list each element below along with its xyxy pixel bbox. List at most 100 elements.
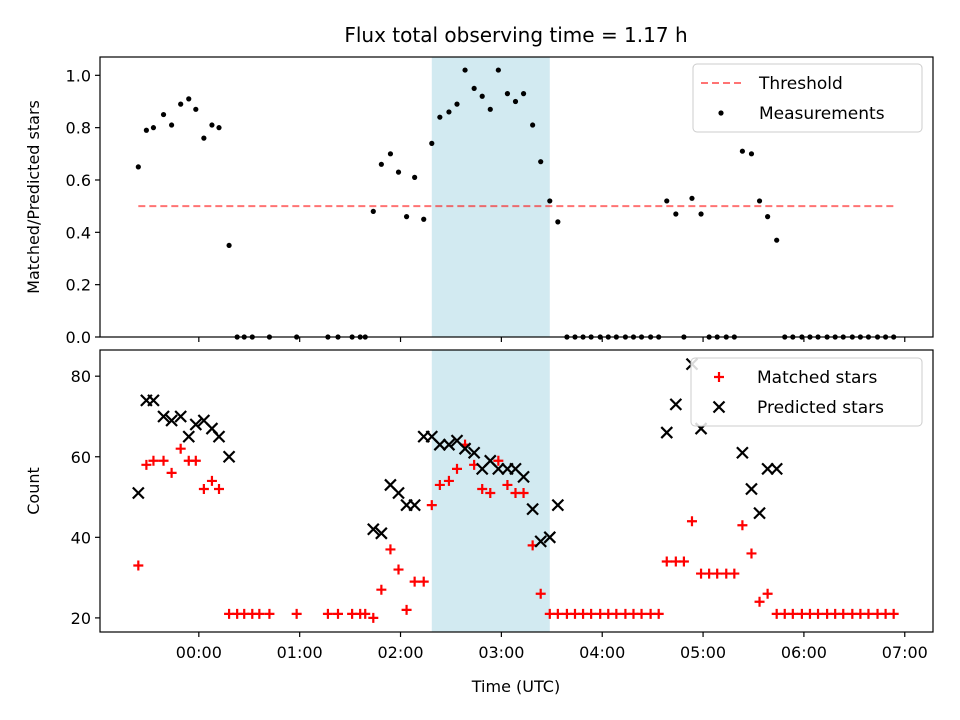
data-point — [712, 568, 723, 579]
data-point — [426, 500, 437, 511]
legend: Threshold Measurements — [692, 63, 923, 133]
data-point — [143, 127, 149, 133]
data-point — [753, 506, 766, 520]
data-point — [526, 502, 539, 516]
legend: Matched stars Predicted stars — [690, 357, 923, 427]
data-point — [664, 198, 670, 204]
data-point — [150, 125, 157, 131]
axes-frame — [99, 349, 934, 633]
data-point — [678, 556, 689, 567]
legend-box — [692, 63, 923, 133]
data-point — [193, 106, 199, 112]
legend-label: Predicted stars — [757, 398, 884, 418]
data-point — [535, 588, 546, 599]
data-point — [863, 608, 874, 619]
data-point — [133, 560, 144, 571]
data-point — [530, 122, 536, 128]
data-point — [748, 151, 755, 157]
data-point — [552, 608, 563, 619]
data-point — [653, 608, 664, 619]
data-point — [471, 85, 477, 92]
data-point — [375, 527, 388, 540]
legend-marker-icon — [718, 110, 724, 116]
data-point — [611, 608, 622, 619]
data-point — [770, 462, 783, 476]
data-point — [367, 522, 380, 536]
x-tick-label: 00:00 — [176, 643, 222, 662]
data-point — [534, 535, 547, 548]
y-tick-label: 0.4 — [66, 223, 91, 242]
chart-title: Flux total observing time = 1.17 h — [344, 23, 687, 47]
data-point — [409, 576, 420, 587]
data-point — [165, 414, 178, 427]
highlight-span — [431, 57, 550, 337]
data-point — [765, 214, 771, 220]
data-point — [392, 486, 405, 500]
data-point — [467, 446, 481, 460]
data-point — [493, 455, 504, 466]
data-point — [636, 608, 647, 619]
data-point — [686, 516, 697, 527]
data-point — [198, 483, 209, 494]
data-point — [454, 101, 460, 107]
data-point — [888, 608, 899, 619]
legend-label: Matched stars — [757, 368, 877, 388]
data-point — [412, 174, 418, 180]
data-point — [222, 450, 236, 464]
data-point — [178, 101, 184, 107]
data-point — [518, 488, 529, 499]
data-point — [264, 608, 275, 619]
data-point — [385, 544, 396, 555]
data-point — [673, 211, 679, 217]
data-point — [520, 91, 527, 97]
data-point — [360, 608, 371, 619]
data-point — [387, 151, 394, 157]
data-point — [669, 398, 683, 411]
data-point — [291, 608, 302, 619]
data-point — [774, 237, 780, 243]
data-point — [739, 148, 745, 154]
data-point — [395, 169, 402, 175]
y-tick-label: 40 — [71, 528, 91, 547]
data-point — [452, 463, 462, 474]
data-point — [190, 455, 201, 466]
legend-box — [690, 357, 923, 427]
data-point — [158, 455, 169, 466]
data-point — [586, 608, 597, 619]
data-point — [421, 216, 427, 222]
data-point — [226, 242, 232, 249]
data-point — [504, 91, 511, 97]
data-point — [442, 438, 456, 451]
data-point — [175, 443, 186, 454]
y-tick-label: 0.2 — [66, 276, 91, 295]
data-point — [660, 426, 674, 439]
data-point — [434, 479, 445, 490]
data-point — [214, 483, 224, 494]
x-tick-label: 07:00 — [882, 643, 928, 662]
top-panel: 0.0 0.2 0.4 0.6 0.8 1.0 Matched/Predicted star… — [24, 56, 934, 347]
data-point — [206, 475, 217, 486]
data-point — [182, 430, 196, 443]
data-point — [446, 109, 452, 115]
series-matched-stars — [133, 439, 899, 623]
data-point — [495, 67, 501, 73]
data-point — [756, 198, 763, 204]
data-point — [661, 556, 672, 567]
data-point — [547, 198, 553, 204]
series-measurements — [135, 67, 897, 340]
legend-label: Threshold — [758, 74, 843, 94]
data-point — [166, 467, 177, 478]
data-point — [555, 219, 561, 225]
data-point — [378, 161, 384, 167]
data-point — [736, 446, 749, 460]
series-predicted-stars — [132, 357, 783, 548]
data-point — [186, 96, 192, 102]
axes-frame — [99, 56, 934, 338]
data-point — [477, 483, 488, 494]
y-tick-label: 0.0 — [66, 328, 91, 347]
data-point — [160, 111, 167, 118]
y-tick-label: 0.6 — [66, 171, 91, 190]
data-point — [169, 122, 175, 128]
data-point — [322, 608, 333, 619]
data-point — [492, 462, 505, 476]
